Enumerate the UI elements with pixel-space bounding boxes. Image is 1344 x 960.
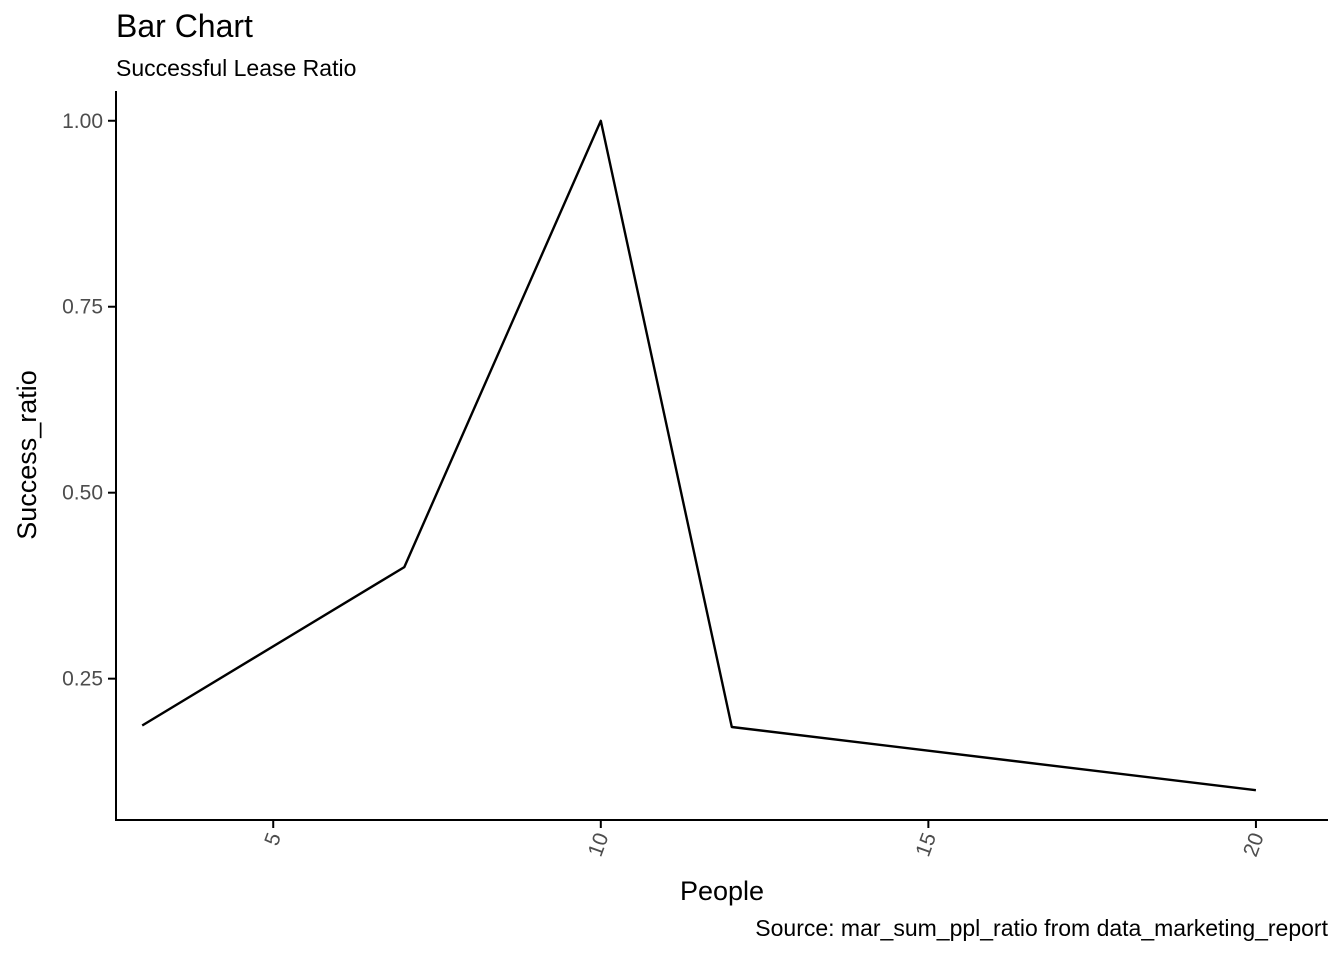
x-axis-title: People (680, 876, 764, 906)
y-tick-label: 1.00 (62, 110, 103, 133)
y-tick-label: 0.25 (62, 668, 103, 691)
series-line (141, 119, 1257, 792)
x-tick-label: 10 (584, 830, 614, 860)
y-tick-label: 0.75 (62, 296, 103, 319)
chart-title: Bar Chart (116, 8, 253, 44)
x-tick-label: 15 (911, 830, 941, 860)
x-tick-label: 20 (1239, 830, 1269, 860)
source-caption: Source: mar_sum_ppl_ratio from data_mark… (755, 915, 1328, 941)
y-tick-label: 0.50 (62, 482, 103, 505)
y-axis-title: Success_ratio (12, 370, 42, 540)
x-tick-label: 5 (260, 830, 286, 849)
axis-ticks: 0.25 0.50 0.75 1.00 5 10 15 20 (62, 110, 1269, 860)
chart-subtitle: Successful Lease Ratio (116, 55, 357, 81)
series-layer (141, 119, 1257, 792)
